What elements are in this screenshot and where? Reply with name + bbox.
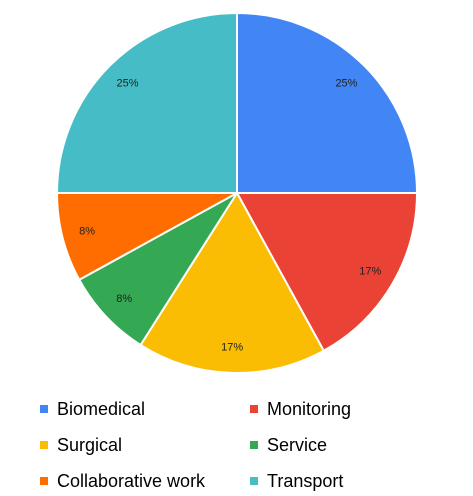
legend-label-surgical: Surgical: [57, 434, 123, 455]
legend-label-biomedical: Biomedical: [57, 398, 146, 419]
pie-slice-monitoring[interactable]: [235, 192, 419, 353]
legend-swatch-transport: [250, 477, 258, 485]
legend-swatch-monitoring: [250, 405, 258, 413]
pie-slice-label-biomedical: 25%: [335, 77, 357, 89]
legend-label-transport: Transport: [267, 470, 344, 491]
legend-label-service: Service: [267, 434, 328, 455]
legend-swatch-service: [250, 441, 258, 449]
pie-slice-service[interactable]: [77, 192, 238, 347]
legend-item-biomedical[interactable]: Biomedical: [40, 394, 145, 424]
pie-slice-label-collaborative-work: 8%: [79, 225, 95, 237]
pie-slices: [55, 11, 419, 374]
pie-slice-collaborative-work[interactable]: [55, 192, 238, 282]
legend-item-collaborative-work[interactable]: Collaborative work: [40, 466, 205, 496]
chart-legend: Biomedical Monitoring Surgical Service C…: [0, 392, 473, 496]
legend-item-transport[interactable]: Transport: [250, 466, 343, 496]
legend-label-monitoring: Monitoring: [267, 398, 352, 419]
legend-swatch-collaborative-work: [40, 477, 48, 485]
legend-swatch-biomedical: [40, 405, 48, 413]
pie-slice-label-surgical: 17%: [221, 342, 243, 354]
pie-slice-surgical[interactable]: [139, 191, 326, 374]
pie-slice-label-monitoring: 17%: [359, 266, 381, 278]
legend-item-monitoring[interactable]: Monitoring: [250, 394, 351, 424]
pie-slice-label-transport: 25%: [117, 77, 139, 89]
legend-item-service[interactable]: Service: [250, 430, 327, 460]
pie-slice-biomedical[interactable]: [236, 11, 419, 194]
pie-slice-label-service: 8%: [116, 293, 132, 305]
legend-label-collaborative-work: Collaborative work: [57, 470, 206, 491]
legend-swatch-surgical: [40, 441, 48, 449]
pie-slice-transport[interactable]: [55, 11, 238, 194]
legend-item-surgical[interactable]: Surgical: [40, 430, 122, 460]
pie-slice-labels: 25% 17% 17% 8% 8% 25%: [79, 77, 381, 353]
pie-chart: 25% 17% 17% 8% 8% 25%: [55, 11, 419, 374]
